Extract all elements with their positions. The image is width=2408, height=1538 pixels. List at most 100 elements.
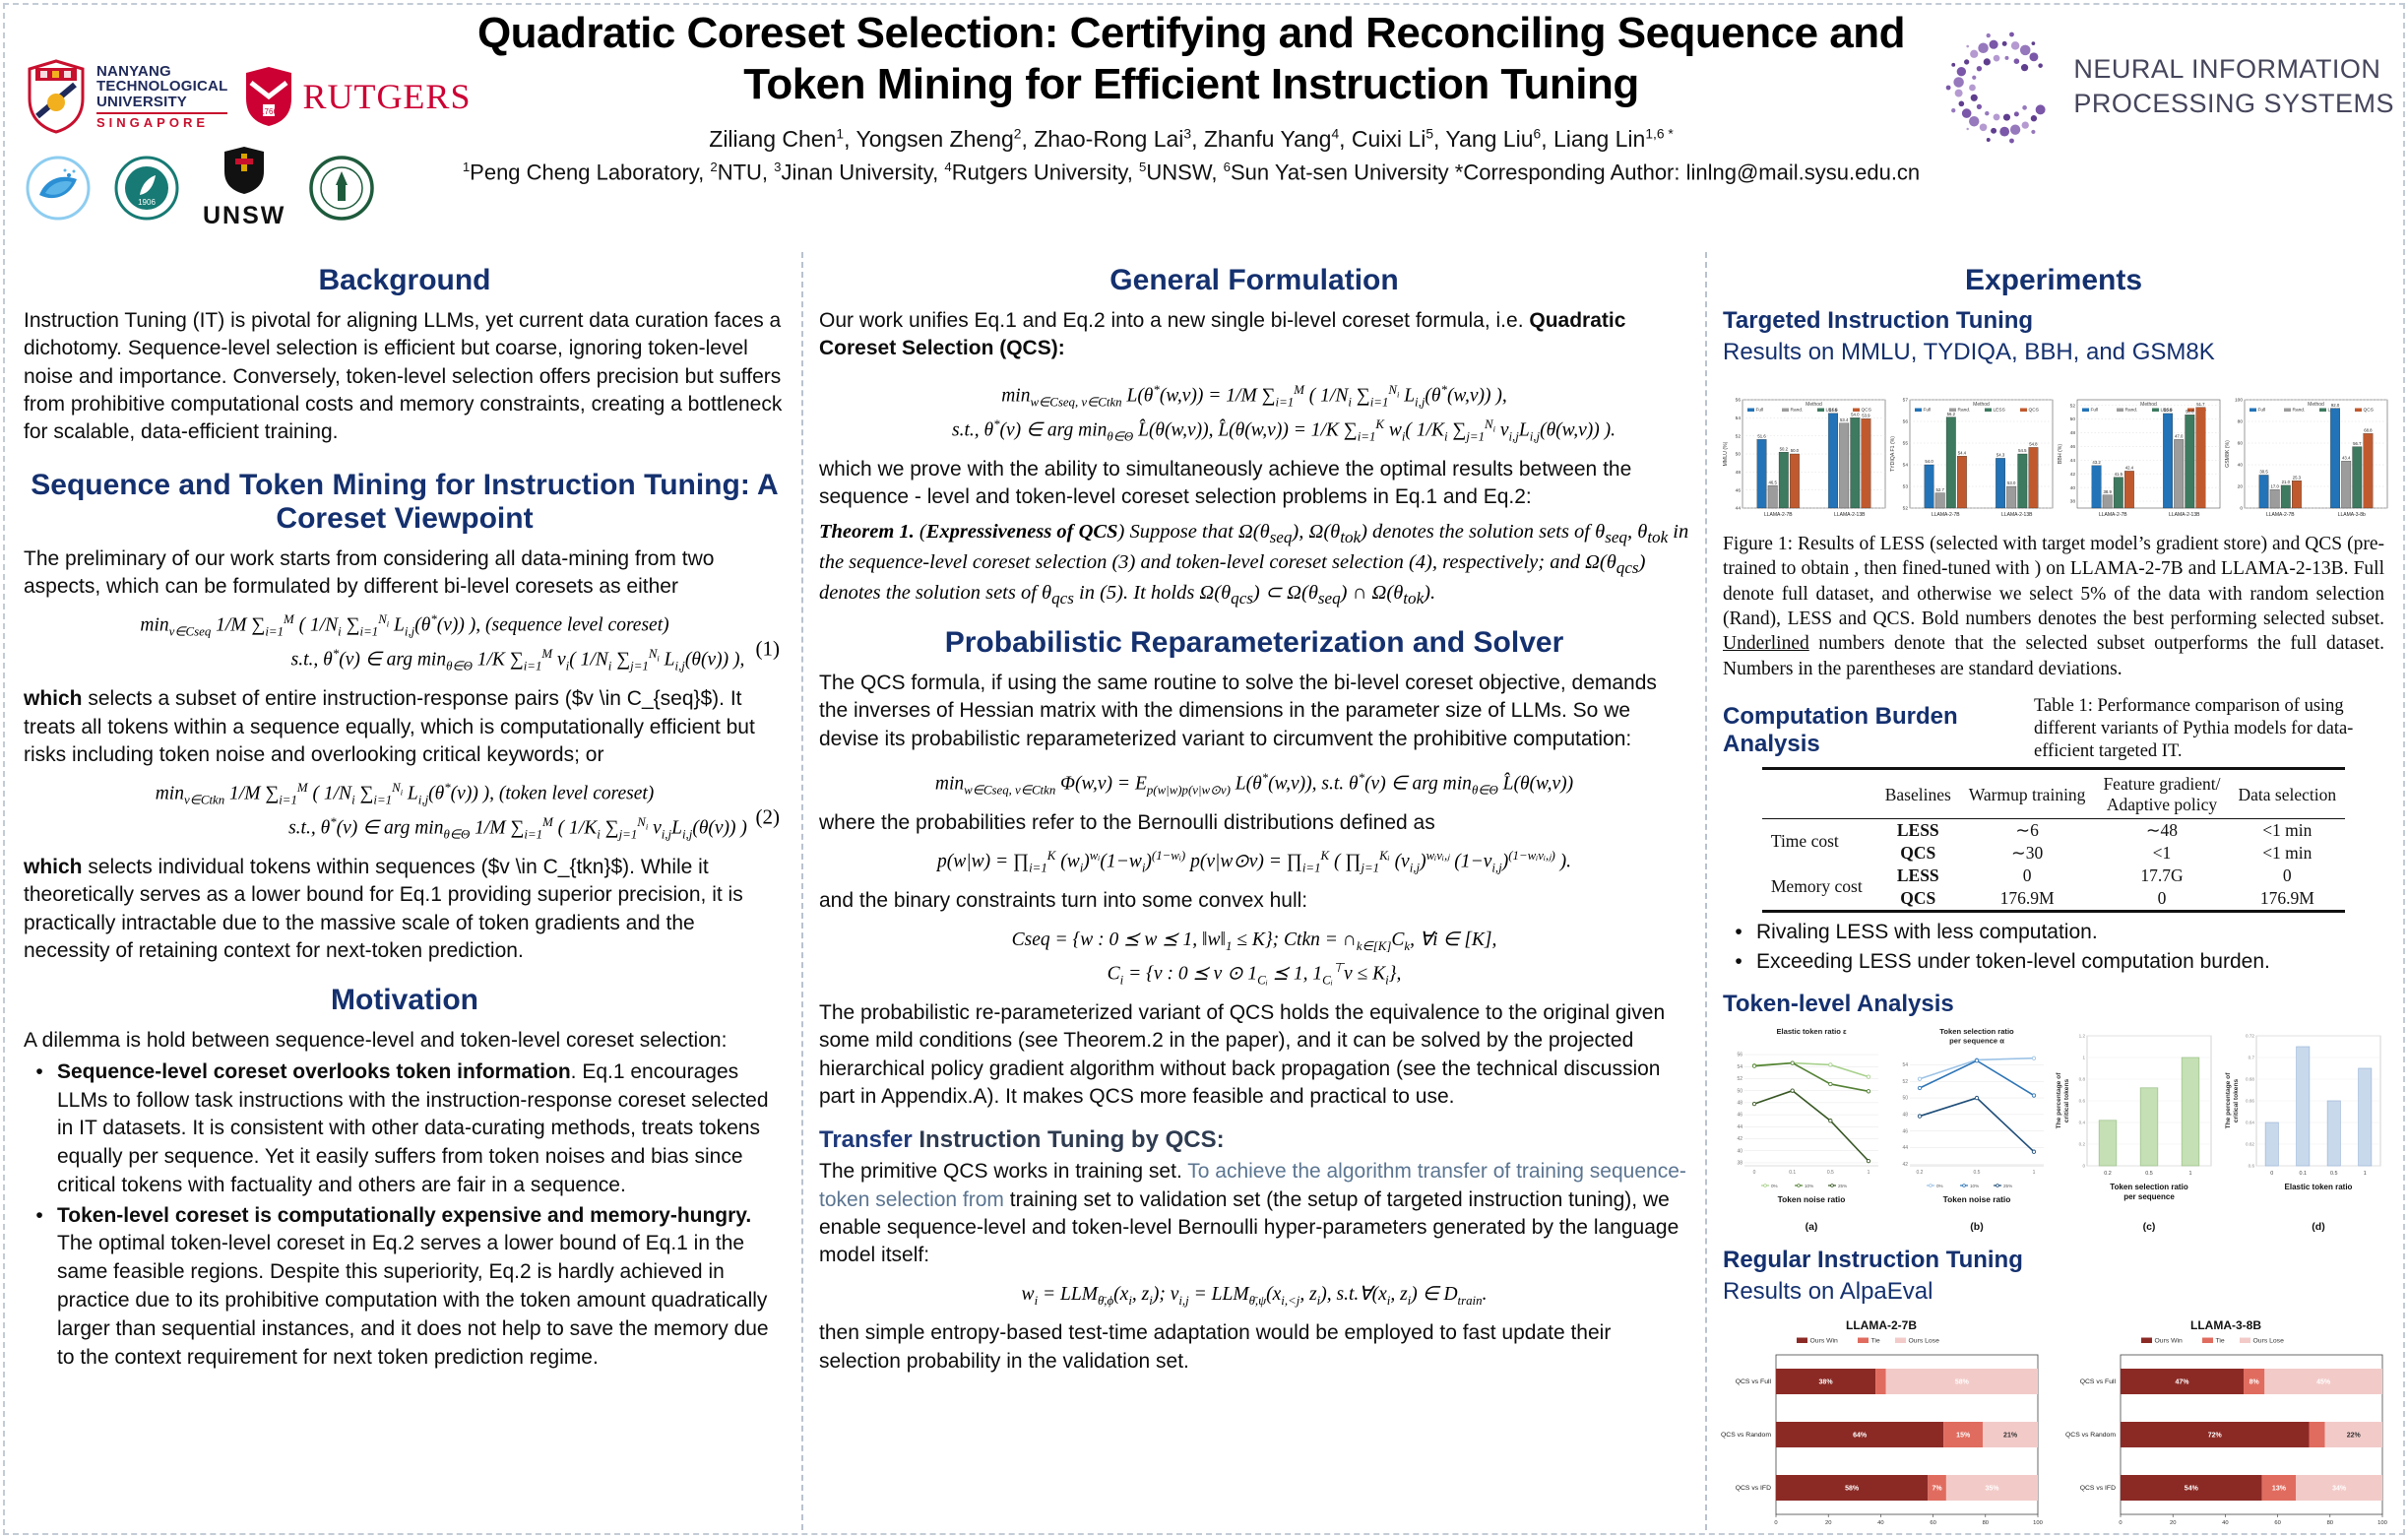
svg-text:Rand.: Rand. xyxy=(2293,408,2306,414)
bullet-sequence-level: • Sequence-level coreset overlooks token… xyxy=(22,1058,788,1200)
authors: Ziliang Chen1, Yongsen Zheng2, Zhao-Rong… xyxy=(709,125,1674,152)
svg-text:54.3: 54.3 xyxy=(1996,453,2005,458)
burden-heading: Computation Burden Analysis xyxy=(1723,703,1958,758)
svg-text:72%: 72% xyxy=(2208,1433,2223,1440)
background-text: Instruction Tuning (IT) is pivotal for a… xyxy=(24,309,783,444)
svg-text:46: 46 xyxy=(1737,1113,1743,1119)
bullet-token-level: • Token-level coreset is computationally… xyxy=(22,1202,788,1373)
regular-it-heading: Regular Instruction Tuning xyxy=(1723,1247,2023,1274)
svg-text:1766: 1766 xyxy=(261,107,279,116)
svg-text:QCS vs Full: QCS vs Full xyxy=(1736,1378,1772,1385)
svg-text:38: 38 xyxy=(1737,1161,1743,1167)
svg-text:0.2: 0.2 xyxy=(1917,1170,1924,1176)
svg-text:(b): (b) xyxy=(1970,1221,1983,1233)
svg-text:60: 60 xyxy=(2274,1520,2280,1526)
svg-text:35%: 35% xyxy=(1985,1486,1999,1493)
svg-text:LESS: LESS xyxy=(1994,408,2005,414)
token-analysis-charts: Elastic token ratio ε 38 40 42 44 46 48 50 52 54 5… xyxy=(1721,1022,2386,1237)
equation-llm-line: wi = LLMθ̄,ϕ(xi, zi); vi,j = LLMθ̄,ψ(xi,… xyxy=(1021,1283,1488,1308)
svg-text:TYDIQA F1 (%): TYDIQA F1 (%) xyxy=(1890,436,1896,472)
svg-text:55: 55 xyxy=(1903,441,1909,447)
svg-text:42.4: 42.4 xyxy=(2125,466,2134,471)
formulation-intro: Our work unifies Eq.1 and Eq.2 into a ne… xyxy=(819,309,1626,360)
bullet-marker: • xyxy=(35,1059,43,1083)
svg-text:0: 0 xyxy=(2082,1164,2085,1169)
svg-text:100: 100 xyxy=(2235,398,2243,404)
svg-text:1.2: 1.2 xyxy=(2079,1034,2086,1039)
svg-text:48: 48 xyxy=(1902,1113,1908,1119)
svg-text:52: 52 xyxy=(1736,433,1742,439)
svg-text:0.66: 0.66 xyxy=(2246,1099,2254,1104)
burden-bullets: • Rivaling LESS with less computation. •… xyxy=(1721,919,2386,978)
svg-text:42: 42 xyxy=(1902,1162,1908,1168)
equation-1-line2: s.t., θ*(v) ∈ arg minθ∈Θ 1/K ∑i=1M vi( 1… xyxy=(290,647,745,673)
chart-mmlu: 44 46 48 50 52 54 56 MMLU (%) Method Full Rand. LES… xyxy=(1721,374,1888,524)
svg-text:20: 20 xyxy=(2238,484,2244,490)
svg-text:56.7: 56.7 xyxy=(2353,441,2362,446)
svg-text:53.0: 53.0 xyxy=(2007,481,2016,485)
ntu-wordmark: NANYANG TECHNOLOGICAL UNIVERSITY SINGAPO… xyxy=(96,64,228,129)
targeted-it-heading: Targeted Instruction Tuning xyxy=(1723,307,2034,334)
svg-text:Token noise ratio: Token noise ratio xyxy=(1943,1194,2011,1204)
svg-text:53.4: 53.4 xyxy=(1840,417,1849,422)
equation-bernoulli: p(w|w) = ∏i=1K (wi)wᵢ(1−wi)(1−wᵢ) p(v|w⊙… xyxy=(817,845,1691,879)
general-formulation-heading: General Formulation xyxy=(1109,264,1399,296)
svg-text:0.68: 0.68 xyxy=(2246,1077,2254,1082)
title-line2: Token Mining for Efficient Instruction T… xyxy=(743,59,1639,108)
neurips-line1: NEURAL INFORMATION xyxy=(2073,53,2381,84)
svg-text:45%: 45% xyxy=(2316,1379,2331,1386)
neurips-logo: NEURAL INFORMATION PROCESSING SYSTEMS xyxy=(1943,22,2394,152)
svg-text:0%: 0% xyxy=(1771,1184,1778,1188)
svg-text:56: 56 xyxy=(1736,398,1742,404)
token-coreset-text: which selects individual tokens within s… xyxy=(24,856,743,963)
column-experiments: Experiments Targeted Instruction Tuning … xyxy=(1705,252,2400,1530)
formulation-after-text: which we prove with the ability to simul… xyxy=(819,457,1632,508)
svg-text:54: 54 xyxy=(1902,1062,1908,1068)
rutgers-logo: 1766 RUTGERS xyxy=(243,65,471,128)
equation-hull-line1: Cseq = {w : 0 ⪯ w ⪯ 1, ‖w‖1 ≤ K}; Ctkn =… xyxy=(1011,929,1497,953)
svg-text:20: 20 xyxy=(1825,1520,1831,1526)
svg-text:LLAMA-2-13B: LLAMA-2-13B xyxy=(1834,512,1866,518)
svg-text:40: 40 xyxy=(2070,485,2076,491)
svg-text:Method: Method xyxy=(2140,402,2157,408)
svg-text:44: 44 xyxy=(1737,1124,1743,1130)
reparameterization-intro: The QCS formula, if using the same routi… xyxy=(819,672,1657,750)
chart-token-c: 0 0.2 0.4 0.6 0.8 1 1.2 The percentage of critic… xyxy=(2052,1022,2221,1237)
svg-text:Token selection ratio: Token selection ratio xyxy=(2110,1183,2188,1191)
svg-text:56: 56 xyxy=(1903,419,1909,425)
svg-text:QCS vs Random: QCS vs Random xyxy=(2065,1432,2116,1439)
svg-text:0.64: 0.64 xyxy=(2246,1121,2254,1125)
svg-text:0.5: 0.5 xyxy=(2330,1171,2338,1177)
svg-text:0.2: 0.2 xyxy=(2079,1142,2086,1147)
svg-text:53.9: 53.9 xyxy=(1862,413,1870,417)
svg-text:1: 1 xyxy=(2364,1171,2367,1177)
svg-text:44: 44 xyxy=(1736,506,1742,512)
svg-text:13%: 13% xyxy=(2272,1486,2287,1493)
svg-text:58%: 58% xyxy=(1955,1379,1970,1386)
equation-hull-line2: Ci = {v : 0 ⪯ v ⊙ 1Cᵢ ⪯ 1, 1Cᵢ⊤v ≤ Ki}, xyxy=(1107,961,1402,988)
svg-text:0: 0 xyxy=(1753,1170,1756,1176)
svg-text:0.1: 0.1 xyxy=(1789,1170,1796,1176)
svg-text:QCS: QCS xyxy=(2364,408,2374,414)
svg-text:Method: Method xyxy=(2308,402,2324,408)
equation-qcs-line2: s.t., θ*(v) ∈ arg minθ∈Θ L̂(θ(w,v)), L̂(… xyxy=(952,417,1616,443)
ntu-shield-icon xyxy=(28,59,85,134)
svg-text:25%: 25% xyxy=(2003,1184,2012,1188)
svg-text:30.5: 30.5 xyxy=(2259,470,2268,475)
svg-text:LESS: LESS xyxy=(2161,408,2173,414)
neurips-wordmark: NEURAL INFORMATION PROCESSING SYSTEMS xyxy=(2073,52,2394,121)
burden-table: Baselines Warmup training Feature gradient… xyxy=(1761,767,2346,913)
experiments-heading: Experiments xyxy=(1964,264,2143,296)
svg-text:54.0: 54.0 xyxy=(1925,459,1933,464)
unsw-wordmark: UNSW xyxy=(203,202,286,229)
svg-text:LLAMA-2-13B: LLAMA-2-13B xyxy=(2001,512,2033,518)
svg-text:54.8: 54.8 xyxy=(2029,442,2038,447)
chart-token-d: 0.6 0.62 0.64 0.66 0.68 0.7 0.72 The percentage… xyxy=(2221,1022,2390,1237)
svg-text:68.8: 68.8 xyxy=(2364,428,2373,433)
svg-text:15%: 15% xyxy=(1956,1433,1971,1440)
column-background: Background Instruction Tuning (IT) is pi… xyxy=(8,252,801,1530)
targeted-it-subheading: Results on MMLU, TYDIQA, BBH, and GSM8K xyxy=(1723,339,2215,365)
svg-text:MMLU (%): MMLU (%) xyxy=(1723,441,1729,466)
svg-text:per sequence α: per sequence α xyxy=(1949,1037,2004,1046)
